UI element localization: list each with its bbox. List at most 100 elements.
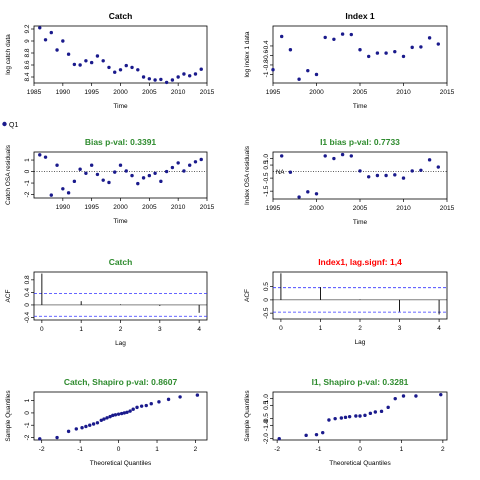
y-axis-label: ACF [5, 289, 12, 302]
data-point [439, 392, 443, 397]
data-point [49, 193, 53, 197]
x-tick-label: 1 [319, 325, 323, 332]
data-point [419, 45, 423, 49]
chart-title: Catch, Shapiro p-val: 0.8607 [64, 377, 178, 387]
data-point [66, 429, 71, 434]
data-point [349, 154, 353, 158]
data-point [113, 170, 117, 174]
data-point [159, 179, 163, 184]
data-point [314, 72, 319, 77]
y-tick-label: 0.4 [24, 287, 31, 296]
data-point [136, 181, 140, 186]
x-tick-label: 2 [119, 326, 123, 333]
x-axis-label: Lag [355, 339, 366, 346]
x-tick-label: 2010 [396, 89, 411, 96]
data-point [327, 418, 331, 422]
x-tick-label: 2 [358, 325, 362, 332]
data-point [358, 48, 362, 52]
y-tick-label: -0.5 [263, 307, 270, 319]
data-point [49, 30, 53, 35]
legend-label: Q1 [9, 122, 18, 129]
data-point [373, 410, 378, 414]
data-point [141, 75, 146, 79]
y-tick-label: -1 [24, 180, 31, 186]
data-point [199, 67, 203, 71]
data-point [323, 35, 327, 40]
data-point [195, 393, 200, 397]
x-tick-label: 4 [197, 326, 201, 333]
data-point [314, 432, 319, 437]
data-point [107, 180, 111, 185]
data-point [379, 409, 384, 414]
index-qq-panel: I1, Shapiro p-val: 0.3281 -2 -1 0 1 2 -2.0 -1.0… [244, 377, 448, 467]
data-point [358, 414, 362, 418]
data-point [340, 32, 345, 36]
x-tick-label: 2010 [171, 89, 186, 96]
data-point [95, 421, 100, 425]
data-point [113, 70, 117, 74]
data-point [178, 395, 182, 399]
x-tick-label: 2010 [171, 204, 186, 211]
data-point [147, 77, 152, 81]
data-point [101, 178, 105, 182]
data-point [66, 191, 71, 195]
data-point [414, 394, 418, 398]
x-tick-label: 1990 [56, 204, 71, 211]
data-point [182, 72, 186, 76]
data-point [393, 396, 397, 401]
data-point [89, 163, 94, 167]
y-axis-label: log catch data [5, 34, 12, 75]
x-tick-label: 2015 [200, 89, 215, 96]
y-tick-label: 0 [24, 411, 31, 415]
data-point [89, 60, 94, 65]
y-tick-label: 0 [24, 303, 31, 307]
data-point [332, 37, 336, 41]
data-point [159, 77, 163, 82]
data-point [333, 416, 337, 421]
x-tick-label: 1990 [56, 89, 71, 96]
data-point [43, 155, 48, 159]
y-tick-label: -0.4 [263, 40, 270, 52]
data-point [401, 54, 406, 59]
data-point [164, 80, 169, 85]
data-point [78, 167, 82, 171]
x-tick-label: -1 [77, 446, 83, 453]
data-point [297, 77, 301, 81]
x-tick-label: 4 [437, 325, 441, 332]
data-point [343, 415, 348, 420]
x-axis-label: Theoretical Quantiles [90, 460, 152, 467]
x-tick-label: 2015 [440, 89, 455, 96]
data-point [188, 74, 192, 78]
y-axis-label: Index OSA residuals [244, 145, 251, 205]
data-point [332, 156, 336, 161]
data-point [111, 413, 115, 418]
data-point [61, 39, 65, 43]
y-tick-label: -1 [24, 422, 31, 428]
x-tick-label: 2000 [309, 205, 324, 212]
data-point [358, 169, 362, 173]
y-tick-label: -1.0 [263, 419, 270, 431]
data-point [410, 45, 414, 50]
data-point [375, 51, 380, 55]
data-point [323, 154, 327, 158]
data-point [88, 423, 92, 427]
data-point [149, 401, 153, 406]
y-tick-label: -2 [24, 191, 31, 197]
data-point [124, 63, 128, 68]
data-point [384, 173, 388, 178]
data-point [401, 176, 406, 180]
catch-qq-panel: Catch, Shapiro p-val: 0.8607 -2 -1 0 1 2 -2 -1 0… [5, 377, 208, 467]
data-point [78, 63, 82, 67]
data-point [130, 65, 134, 70]
data-point [410, 169, 414, 173]
y-tick-label: 1.0 [263, 394, 270, 403]
data-point [141, 176, 146, 180]
y-tick-label: 0 [24, 169, 31, 173]
legend-marker [2, 121, 7, 127]
data-point [139, 404, 144, 408]
data-point [95, 172, 100, 177]
data-point [347, 414, 352, 419]
y-tick-label: 8.4 [24, 72, 31, 81]
data-point [84, 424, 88, 429]
data-point [72, 179, 77, 184]
